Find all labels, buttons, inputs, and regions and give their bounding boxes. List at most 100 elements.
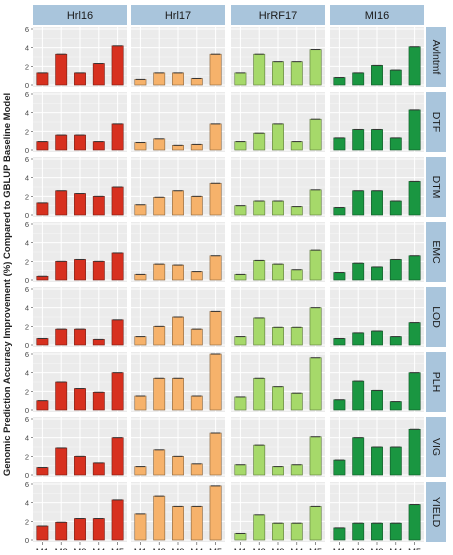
bar [153,263,166,281]
row-strip-label: Avlntmf [430,40,442,75]
bar [153,449,166,476]
bar [55,328,68,346]
bar [92,518,105,541]
bar [253,377,266,411]
bar [333,137,346,151]
bar [74,134,86,151]
bar [333,77,346,86]
bar [352,72,365,86]
bar [234,72,247,86]
y-tick-label: 2 [25,322,29,331]
y-tick-label: 0 [25,276,29,285]
bar [190,463,203,476]
bar [172,72,184,86]
y-tick-label: 4 [25,369,29,378]
bar [272,61,284,86]
y-tick-label: 0 [25,406,29,415]
bar [55,381,68,411]
bar [153,326,166,346]
bar [389,137,402,151]
bar [272,263,284,281]
bar [408,109,421,151]
bar [371,390,383,411]
bar [389,522,402,541]
bar [190,271,203,281]
bar [290,269,303,281]
y-tick-label: 0 [25,471,29,480]
row-strip [426,352,446,412]
bar [234,336,247,346]
bar [290,326,303,346]
bar [309,189,322,216]
bar [253,514,266,541]
bar [333,272,346,281]
bar [92,63,105,86]
bar [272,466,284,476]
y-tick-label: 2 [25,192,29,201]
y-tick-label: 4 [25,44,29,53]
bar [309,249,322,281]
bar [111,186,124,216]
bar [290,392,303,411]
bar [290,464,303,476]
bar [408,181,421,216]
bar [92,391,105,411]
bar [290,61,303,86]
bar [36,72,49,86]
bar [371,330,383,346]
row-strip [426,287,446,347]
bar [134,336,147,346]
bar [371,522,383,541]
column-strip [330,5,424,25]
bar [36,202,49,216]
bar [408,372,421,411]
bar [134,395,147,411]
bar [172,316,184,346]
bar [92,339,105,346]
bar [36,400,49,411]
bar [190,78,203,86]
bar [134,142,147,151]
y-tick-label: 2 [25,62,29,71]
bar [408,504,421,541]
y-tick-label: 6 [25,155,29,164]
y-tick-label: 4 [25,174,29,183]
bar [272,386,284,411]
bar [352,129,365,151]
bar [74,72,86,86]
bar [253,132,266,151]
bar [333,338,346,346]
bar [389,200,402,216]
bar [74,328,86,346]
row-strip [426,92,446,152]
bar [309,357,322,411]
bar [111,372,124,411]
bar [190,395,203,411]
y-tick-label: 4 [25,239,29,248]
y-tick-label: 0 [25,341,29,350]
bar [92,261,105,281]
bar [234,464,247,476]
y-tick-label: 2 [25,517,29,526]
bar [55,190,68,216]
bar [209,485,222,541]
bar [234,533,247,541]
bar [371,65,383,86]
y-tick-label: 0 [25,211,29,220]
bar [134,79,147,86]
column-strip-label: HrRF17 [259,10,298,22]
y-tick-label: 4 [25,304,29,313]
bar [172,190,184,216]
bar [253,444,266,476]
y-tick-label: 6 [25,220,29,229]
bar [253,53,266,86]
bar [290,141,303,151]
y-tick-label: 2 [25,387,29,396]
bar [272,326,284,346]
bar [309,307,322,346]
bar [209,182,222,216]
bar [333,459,346,476]
bar [234,274,247,281]
y-tick-label: 6 [25,90,29,99]
